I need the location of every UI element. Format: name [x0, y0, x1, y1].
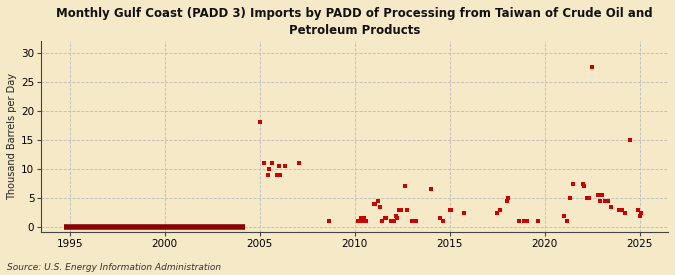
Point [495, 208, 506, 212]
Point [272, 173, 283, 177]
Point [396, 208, 406, 212]
Point [273, 164, 284, 168]
Point [400, 184, 411, 189]
Point [379, 216, 390, 221]
Point [514, 219, 524, 224]
Point [578, 184, 589, 189]
Point [354, 219, 364, 224]
Point [458, 210, 469, 215]
Title: Monthly Gulf Coast (PADD 3) Imports by PADD of Processing from Taiwan of Crude O: Monthly Gulf Coast (PADD 3) Imports by P… [57, 7, 653, 37]
Point [275, 173, 286, 177]
Point [352, 219, 363, 224]
Point [502, 199, 512, 203]
Point [583, 196, 594, 200]
Point [518, 219, 529, 224]
Point [620, 210, 630, 215]
Text: Source: U.S. Energy Information Administration: Source: U.S. Energy Information Administ… [7, 263, 221, 272]
Point [376, 219, 387, 224]
Point [411, 219, 422, 224]
Point [558, 213, 569, 218]
Point [603, 199, 614, 203]
Point [587, 65, 597, 69]
Point [392, 216, 403, 221]
Point [385, 219, 396, 224]
Point [356, 216, 367, 221]
Point [634, 213, 645, 218]
Point [369, 202, 379, 206]
Point [577, 181, 588, 186]
Point [373, 199, 384, 203]
Point [446, 208, 456, 212]
Point [438, 219, 449, 224]
Point [370, 202, 381, 206]
Point [279, 164, 290, 168]
Y-axis label: Thousand Barrels per Day: Thousand Barrels per Day [7, 73, 17, 200]
Point [264, 167, 275, 171]
Point [324, 219, 335, 224]
Point [259, 161, 270, 165]
Point [408, 219, 418, 224]
Point [491, 210, 502, 215]
Point [533, 219, 544, 224]
Point [406, 219, 417, 224]
Point [564, 196, 575, 200]
Point [360, 219, 371, 224]
Point [357, 219, 368, 224]
Point [562, 219, 572, 224]
Point [595, 199, 605, 203]
Point [617, 208, 628, 212]
Point [294, 161, 304, 165]
Point [435, 216, 446, 221]
Point [394, 208, 404, 212]
Point [402, 208, 412, 212]
Point [444, 208, 455, 212]
Point [615, 208, 626, 212]
Point [582, 196, 593, 200]
Point [391, 213, 402, 218]
Point [605, 205, 616, 209]
Point [503, 196, 514, 200]
Point [568, 181, 578, 186]
Point [614, 208, 624, 212]
Point [522, 219, 533, 224]
Point [267, 161, 278, 165]
Point [593, 193, 603, 197]
Point [599, 199, 610, 203]
Point [381, 216, 392, 221]
Point [425, 187, 436, 192]
Point [254, 120, 265, 125]
Point [389, 219, 400, 224]
Point [596, 193, 607, 197]
Point [624, 138, 635, 142]
Point [632, 208, 643, 212]
Point [375, 205, 385, 209]
Point [359, 216, 370, 221]
Point [263, 173, 273, 177]
Point [636, 210, 647, 215]
